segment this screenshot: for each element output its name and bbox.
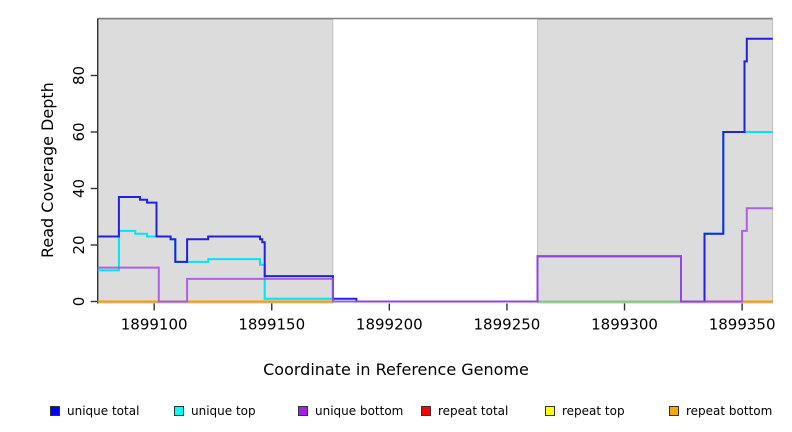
legend-item-unique-bottom: unique bottom (298, 403, 403, 419)
legend-label: unique top (191, 404, 256, 418)
legend-label: unique total (67, 404, 140, 418)
legend-label: unique bottom (315, 404, 404, 418)
legend-item-repeat-total: repeat total (421, 403, 508, 419)
legend-swatch-unique-bottom (298, 406, 308, 416)
shaded-region-1 (97, 19, 334, 304)
legend-item-repeat-bottom: repeat bottom (669, 403, 772, 419)
x-axis-title: Coordinate in Reference Genome (263, 360, 529, 379)
legend-swatch-repeat-top (545, 406, 555, 416)
x-tick-label: 1899250 (474, 316, 541, 334)
x-tick-label: 1899200 (356, 316, 423, 334)
legend-label: repeat top (562, 404, 625, 418)
legend-label: repeat total (438, 404, 509, 418)
legend-swatch-repeat-bottom (669, 406, 679, 416)
legend-swatch-unique-total (50, 406, 60, 416)
x-tick-label: 1899150 (238, 316, 305, 334)
x-tick-label: 1899350 (709, 316, 776, 334)
y-tick-label: 80 (70, 66, 88, 85)
shaded-region-2 (537, 19, 774, 304)
y-tick-label: 60 (70, 122, 88, 141)
legend-swatch-unique-top (174, 406, 184, 416)
x-tick-label: 1899300 (591, 316, 658, 334)
y-axis-title: Read Coverage Depth (38, 82, 57, 258)
x-tick-label: 1899100 (121, 316, 188, 334)
legend: unique total unique top unique bottom repea… (0, 400, 792, 424)
legend-item-unique-top: unique top (174, 403, 256, 419)
legend-swatch-repeat-total (421, 406, 431, 416)
y-tick-label: 0 (70, 297, 88, 307)
legend-item-repeat-top: repeat top (545, 403, 625, 419)
y-tick-label: 40 (70, 179, 88, 198)
y-tick-label: 20 (70, 235, 88, 254)
series-line-unique-bottom (97, 207, 773, 303)
legend-item-unique-total: unique total (50, 403, 139, 419)
series-line-unique-total (97, 37, 773, 303)
legend-label: repeat bottom (686, 404, 773, 418)
